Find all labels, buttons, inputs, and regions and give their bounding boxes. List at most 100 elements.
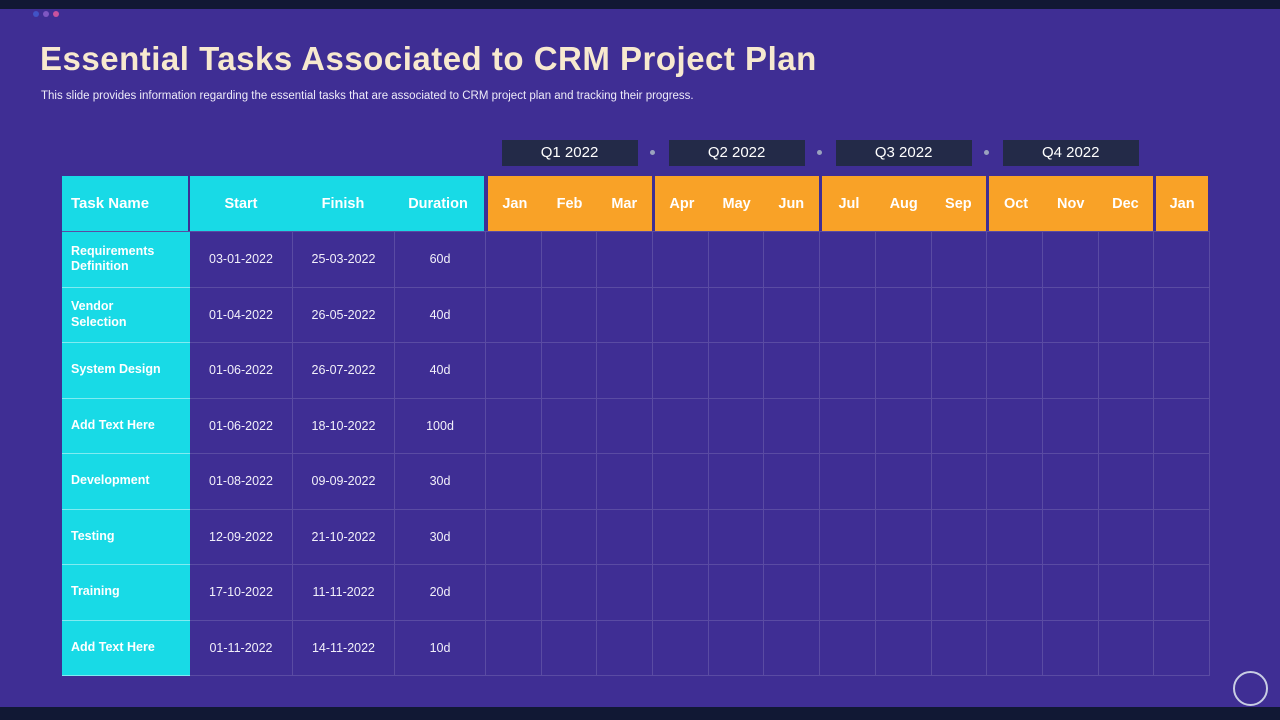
- gantt-row: Add Text Here 01-11-2022 14-11-2022 10d: [62, 620, 1210, 676]
- quarter-label-q2: Q2 2022: [668, 139, 805, 166]
- gantt-table: Task Name Start Finish Duration Jan Feb Ma…: [62, 176, 1210, 676]
- gantt-cell: [764, 620, 821, 675]
- finish-header: Finish: [321, 195, 365, 212]
- month-header: Oct: [1003, 195, 1029, 212]
- month-header: May: [722, 195, 751, 212]
- top-strip: [0, 0, 1280, 9]
- gantt-cell: [597, 287, 654, 342]
- gantt-cell: [486, 454, 542, 509]
- month-header-block: Apr May Jun: [654, 176, 819, 231]
- gantt-cell: [932, 398, 988, 453]
- gantt-cell: [597, 509, 654, 564]
- quarter-timeline: Q1 2022 Q2 2022 Q3 2022 Q4 2022: [486, 139, 1210, 166]
- start-header: Start: [224, 195, 258, 212]
- gantt-cell: [820, 398, 876, 453]
- gantt-cell: [486, 509, 542, 564]
- month-header-group: Jul Aug Sep: [820, 176, 987, 231]
- month-header-group: Jan Feb Mar: [486, 176, 653, 231]
- gantt-cell: [653, 343, 709, 398]
- gantt-cell: [709, 509, 765, 564]
- gantt-cell: [1099, 565, 1155, 620]
- gantt-cell: [653, 232, 709, 287]
- task-name-header-col: Task Name: [62, 176, 190, 231]
- gantt-cell: [486, 232, 542, 287]
- gantt-cell: [820, 565, 876, 620]
- gantt-cell: [1099, 620, 1155, 675]
- gantt-cell: [987, 565, 1043, 620]
- gantt-cell: [1099, 398, 1155, 453]
- gantt-cell: [597, 232, 654, 287]
- gantt-cell: [1154, 343, 1210, 398]
- gantt-cell: [876, 398, 932, 453]
- month-header-groups: Jan Feb Mar Apr May Jun Jul Aug Sep Oct Nov Dec Jan: [486, 176, 1210, 231]
- month-header-group: Apr May Jun: [653, 176, 820, 231]
- gantt-cell: [764, 565, 821, 620]
- quarter-slot: Q2 2022: [653, 139, 820, 166]
- month-header: Mar: [611, 195, 638, 212]
- month-header: Jan: [1169, 195, 1195, 212]
- start-date-cell: 01-04-2022: [190, 287, 293, 343]
- gantt-cell: [932, 287, 988, 342]
- gantt-cell: [1154, 287, 1210, 342]
- quarter-separator-dot: [984, 150, 990, 155]
- month-header: Jun: [778, 195, 805, 212]
- gantt-cell: [486, 398, 542, 453]
- gantt-cell: [764, 454, 821, 509]
- finish-date-cell: 11-11-2022: [293, 565, 395, 621]
- gantt-cell: [764, 509, 821, 564]
- gantt-row: System Design 01-06-2022 26-07-2022 40d: [62, 343, 1210, 399]
- task-name-cell: Development: [62, 454, 190, 510]
- duration-cell: 10d: [395, 620, 486, 676]
- gantt-row: Requirements Definition 03-01-2022 25-03-2…: [62, 232, 1210, 288]
- gantt-cell: [1099, 509, 1155, 564]
- gantt-cell: [1099, 232, 1155, 287]
- month-header: Apr: [669, 195, 695, 212]
- dates-header-col: Start Finish Duration: [190, 176, 486, 231]
- gantt-row-grid: [486, 287, 1210, 343]
- gantt-cell: [542, 565, 598, 620]
- gantt-cell: [1043, 620, 1099, 675]
- gantt-cell: [653, 454, 709, 509]
- month-header-block: Jul Aug Sep: [821, 176, 986, 231]
- gantt-cell: [653, 287, 709, 342]
- gantt-cell: [987, 287, 1043, 342]
- gantt-cell: [1154, 232, 1210, 287]
- month-header: Sep: [945, 195, 972, 212]
- gantt-row-grid: [486, 509, 1210, 565]
- gantt-cell: [1154, 454, 1210, 509]
- gantt-row-grid: [486, 343, 1210, 399]
- gantt-cell: [876, 343, 932, 398]
- gantt-cell: [1154, 398, 1210, 453]
- gantt-cell: [820, 620, 876, 675]
- gantt-cell: [876, 620, 932, 675]
- month-header-block: Jan Feb Mar: [487, 176, 652, 231]
- gantt-cell: [597, 620, 654, 675]
- start-date-cell: 01-11-2022: [190, 620, 293, 676]
- duration-cell: 40d: [395, 287, 486, 343]
- gantt-cell: [764, 232, 821, 287]
- month-header: Dec: [1112, 195, 1139, 212]
- gantt-cell: [1043, 565, 1099, 620]
- gantt-cell: [987, 509, 1043, 564]
- gantt-header: Task Name Start Finish Duration Jan Feb Ma…: [62, 176, 1210, 231]
- gantt-cell: [709, 398, 765, 453]
- task-name-cell: Vendor Selection: [62, 287, 190, 343]
- gantt-cell: [709, 232, 765, 287]
- quarter-label-q3: Q3 2022: [835, 139, 972, 166]
- quarter-separator-dot: [817, 150, 823, 155]
- gantt-cell: [1099, 287, 1155, 342]
- finish-date-cell: 21-10-2022: [293, 509, 395, 565]
- duration-cell: 100d: [395, 398, 486, 454]
- start-date-cell: 17-10-2022: [190, 565, 293, 621]
- gantt-cell: [820, 343, 876, 398]
- month-header-group: Oct Nov Dec: [987, 176, 1154, 231]
- gantt-cell: [876, 287, 932, 342]
- gantt-cell: [932, 509, 988, 564]
- gantt-cell: [987, 620, 1043, 675]
- task-name-cell: Requirements Definition: [62, 232, 190, 288]
- finish-date-cell: 14-11-2022: [293, 620, 395, 676]
- month-header: Nov: [1057, 195, 1085, 212]
- gantt-cell: [709, 565, 765, 620]
- gantt-cell: [1099, 454, 1155, 509]
- gantt-cell: [709, 454, 765, 509]
